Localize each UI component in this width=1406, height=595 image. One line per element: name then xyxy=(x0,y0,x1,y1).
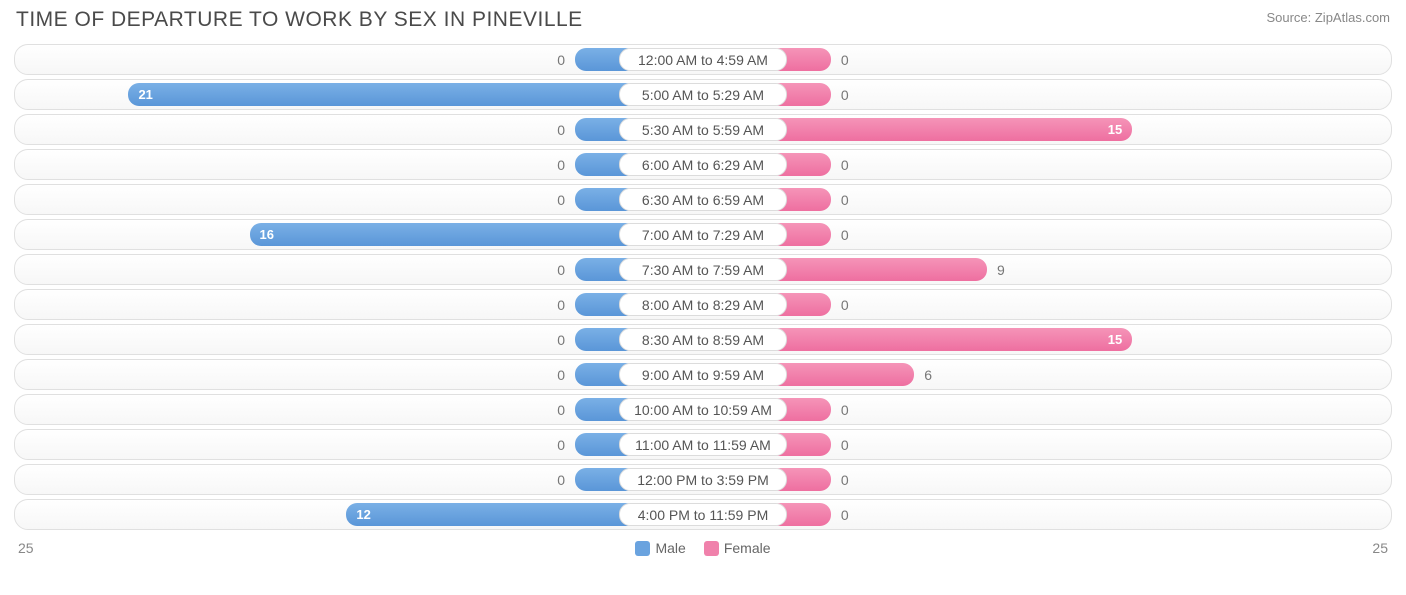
row-label: 12:00 AM to 4:59 AM xyxy=(619,48,787,71)
female-value: 0 xyxy=(841,395,849,424)
bar-row: 21 0 5:00 AM to 5:29 AM xyxy=(14,79,1392,110)
axis-left-max: 25 xyxy=(18,540,34,556)
female-bar xyxy=(769,258,987,281)
legend-label-male: Male xyxy=(655,540,685,556)
male-value: 0 xyxy=(557,185,565,214)
bar-row: 0 9 7:30 AM to 7:59 AM xyxy=(14,254,1392,285)
row-label: 7:00 AM to 7:29 AM xyxy=(619,223,787,246)
row-label: 8:00 AM to 8:29 AM xyxy=(619,293,787,316)
legend-item-female: Female xyxy=(704,540,771,556)
male-value: 0 xyxy=(557,465,565,494)
female-value: 0 xyxy=(841,430,849,459)
female-value: 0 xyxy=(841,185,849,214)
bar-row: 0 0 6:30 AM to 6:59 AM xyxy=(14,184,1392,215)
legend-swatch-female xyxy=(704,541,719,556)
male-value: 0 xyxy=(557,115,565,144)
chart-rows-area: 0 0 12:00 AM to 4:59 AM 21 0 5:00 AM to 5:29 … xyxy=(12,44,1394,530)
male-bar: 12 xyxy=(346,503,637,526)
legend-label-female: Female xyxy=(724,540,771,556)
bar-row: 16 0 7:00 AM to 7:29 AM xyxy=(14,219,1392,250)
chart-header: TIME OF DEPARTURE TO WORK BY SEX IN PINE… xyxy=(12,8,1394,32)
row-label: 6:00 AM to 6:29 AM xyxy=(619,153,787,176)
row-label: 10:00 AM to 10:59 AM xyxy=(619,398,787,421)
chart-legend: Male Female xyxy=(635,540,770,556)
bar-row: 12 0 4:00 PM to 11:59 PM xyxy=(14,499,1392,530)
bar-row: 0 0 12:00 PM to 3:59 PM xyxy=(14,464,1392,495)
row-label: 6:30 AM to 6:59 AM xyxy=(619,188,787,211)
bar-row: 0 0 8:00 AM to 8:29 AM xyxy=(14,289,1392,320)
female-value: 0 xyxy=(841,290,849,319)
bar-row: 0 0 6:00 AM to 6:29 AM xyxy=(14,149,1392,180)
bar-row: 0 0 11:00 AM to 11:59 AM xyxy=(14,429,1392,460)
chart-title: TIME OF DEPARTURE TO WORK BY SEX IN PINE… xyxy=(16,8,583,32)
female-value: 0 xyxy=(841,465,849,494)
chart-source: Source: ZipAtlas.com xyxy=(1266,8,1390,25)
row-label: 8:30 AM to 8:59 AM xyxy=(619,328,787,351)
female-bar: 15 xyxy=(769,118,1132,141)
male-value: 0 xyxy=(557,430,565,459)
bar-row: 0 158:30 AM to 8:59 AM xyxy=(14,324,1392,355)
male-value: 0 xyxy=(557,290,565,319)
female-value: 0 xyxy=(841,220,849,249)
female-value: 0 xyxy=(841,80,849,109)
male-value: 0 xyxy=(557,150,565,179)
row-label: 9:00 AM to 9:59 AM xyxy=(619,363,787,386)
legend-swatch-male xyxy=(635,541,650,556)
male-value: 0 xyxy=(557,360,565,389)
male-value: 0 xyxy=(557,325,565,354)
female-bar: 15 xyxy=(769,328,1132,351)
axis-right-max: 25 xyxy=(1372,540,1388,556)
bar-row: 0 155:30 AM to 5:59 AM xyxy=(14,114,1392,145)
male-value: 0 xyxy=(557,255,565,284)
bar-row: 0 0 10:00 AM to 10:59 AM xyxy=(14,394,1392,425)
female-value: 6 xyxy=(924,360,932,389)
chart-container: TIME OF DEPARTURE TO WORK BY SEX IN PINE… xyxy=(0,0,1406,595)
row-label: 7:30 AM to 7:59 AM xyxy=(619,258,787,281)
male-bar: 21 xyxy=(128,83,637,106)
bar-row: 0 6 9:00 AM to 9:59 AM xyxy=(14,359,1392,390)
female-value: 0 xyxy=(841,45,849,74)
male-value: 0 xyxy=(557,45,565,74)
female-value: 0 xyxy=(841,150,849,179)
row-label: 11:00 AM to 11:59 AM xyxy=(619,433,787,456)
male-bar: 16 xyxy=(250,223,637,246)
chart-footer: 25 Male Female 25 xyxy=(12,534,1394,556)
male-value: 0 xyxy=(557,395,565,424)
female-value: 0 xyxy=(841,500,849,529)
bar-row: 0 0 12:00 AM to 4:59 AM xyxy=(14,44,1392,75)
female-bar xyxy=(769,363,914,386)
row-label: 4:00 PM to 11:59 PM xyxy=(619,503,787,526)
legend-item-male: Male xyxy=(635,540,685,556)
row-label: 5:30 AM to 5:59 AM xyxy=(619,118,787,141)
female-value: 9 xyxy=(997,255,1005,284)
row-label: 5:00 AM to 5:29 AM xyxy=(619,83,787,106)
row-label: 12:00 PM to 3:59 PM xyxy=(619,468,787,491)
